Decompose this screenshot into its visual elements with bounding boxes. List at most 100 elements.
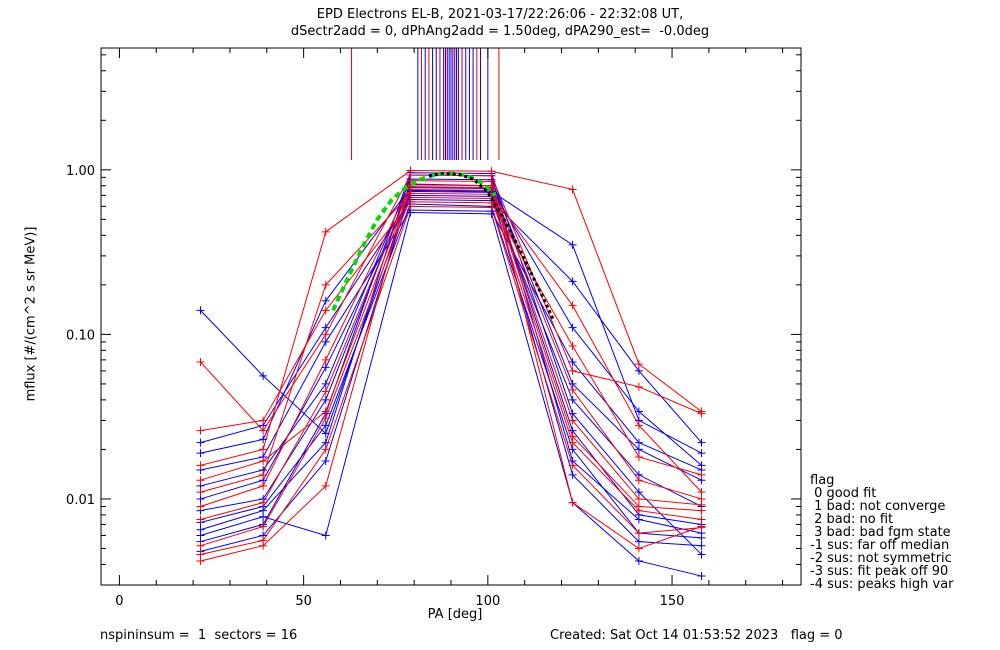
- y-tick-label: 1.00: [66, 164, 95, 179]
- data-point: [406, 202, 415, 211]
- data-point: [196, 449, 205, 458]
- legend-item: -3 sus: fit peak off 90: [810, 564, 949, 579]
- data-point: [321, 421, 330, 430]
- legend-item: -4 sus: peaks high var: [810, 577, 954, 592]
- series-line: [200, 194, 702, 507]
- data-point: [406, 171, 415, 180]
- data-point: [697, 409, 706, 418]
- data-point: [321, 438, 330, 447]
- legend-item: 2 bad: no fit: [810, 512, 894, 527]
- series-line: [200, 212, 702, 577]
- data-point: [697, 541, 706, 550]
- chart-title-line1: EPD Electrons EL-B, 2021-03-17/22:26:06 …: [316, 7, 684, 22]
- legend-item: -2 sus: not symmetric: [810, 551, 952, 566]
- data-point: [259, 470, 268, 479]
- legend-title: flag: [810, 473, 835, 488]
- data-point: [196, 306, 205, 315]
- series-line: [200, 180, 702, 562]
- legend-item: 3 bad: bad fgm state: [810, 525, 951, 540]
- data-point: [697, 449, 706, 458]
- data-point: [321, 531, 330, 540]
- x-axis-label: PA [deg]: [427, 607, 483, 622]
- footer-created-info: Created: Sat Oct 14 01:53:52 2023 flag =…: [550, 628, 843, 643]
- data-point: [568, 445, 577, 454]
- data-point: [568, 357, 577, 366]
- data-point: [568, 416, 577, 425]
- fit-curve-green: [331, 171, 497, 312]
- data-point: [321, 296, 330, 305]
- legend-item: -1 sus: far off median: [810, 538, 950, 553]
- data-point: [406, 185, 415, 194]
- data-point: [259, 522, 268, 531]
- data-point: [321, 280, 330, 289]
- data-point: [568, 432, 577, 441]
- data-point: [568, 185, 577, 194]
- data-point: [321, 355, 330, 364]
- data-point: [487, 203, 496, 212]
- data-point: [634, 556, 643, 565]
- data-point: [634, 360, 643, 369]
- data-point: [634, 452, 643, 461]
- data-point: [196, 494, 205, 503]
- y-axis-label: mflux [#/(cm^2 s sr MeV)]: [23, 226, 39, 402]
- data-point: [321, 330, 330, 339]
- legend-item: 0 good fit: [810, 486, 877, 501]
- data-point: [697, 523, 706, 532]
- series-line: [200, 209, 702, 471]
- data-point: [568, 395, 577, 404]
- data-point: [321, 363, 330, 372]
- data-point: [196, 461, 205, 470]
- data-point: [487, 171, 496, 180]
- data-point: [196, 515, 205, 524]
- data-point: [697, 506, 706, 515]
- data-point: [634, 438, 643, 447]
- data-point: [196, 438, 205, 447]
- data-point: [259, 536, 268, 545]
- data-point: [697, 438, 706, 447]
- data-point: [568, 470, 577, 479]
- fit-curve-black: [428, 171, 556, 322]
- data-point: [321, 387, 330, 396]
- data-point: [568, 342, 577, 351]
- data-point: [259, 371, 268, 380]
- y-tick-label: 0.10: [66, 328, 95, 343]
- data-point: [321, 407, 330, 416]
- data-point: [321, 457, 330, 466]
- data-point: [196, 488, 205, 497]
- data-point: [259, 457, 268, 466]
- axes-ticks: 0 50 100 150 0.01 0.10 1.00: [66, 48, 801, 609]
- data-point: [568, 409, 577, 418]
- series-line: [200, 186, 702, 520]
- series-line: [200, 187, 702, 466]
- data-point: [697, 533, 706, 542]
- data-point: [321, 395, 330, 404]
- data-point: [321, 429, 330, 438]
- series-line: [200, 205, 702, 555]
- series-line: [200, 203, 702, 539]
- data-point: [697, 470, 706, 479]
- series-line: [200, 189, 702, 454]
- data-point: [634, 494, 643, 503]
- data-point: [697, 550, 706, 559]
- chart-title-line2: dSectr2add = 0, dPhAng2add = 1.50deg, dP…: [290, 24, 710, 39]
- data-point: [697, 494, 706, 503]
- data-point: [259, 512, 268, 521]
- data-point: [321, 323, 330, 332]
- data-point: [634, 544, 643, 553]
- data-point: [259, 435, 268, 444]
- data-point: [634, 476, 643, 485]
- series-line: [200, 170, 702, 466]
- data-point: [634, 366, 643, 375]
- data-point: [568, 301, 577, 310]
- data-point: [321, 379, 330, 388]
- series-lines: [200, 170, 702, 577]
- legend-item: 1 bad: not converge: [810, 499, 946, 514]
- data-point: [634, 529, 643, 538]
- series-line: [200, 190, 702, 552]
- data-point: [196, 357, 205, 366]
- data-point: [634, 537, 643, 546]
- vertical-markers: [351, 48, 500, 160]
- data-point: [634, 421, 643, 430]
- data-point: [259, 481, 268, 490]
- series-line: [200, 188, 702, 512]
